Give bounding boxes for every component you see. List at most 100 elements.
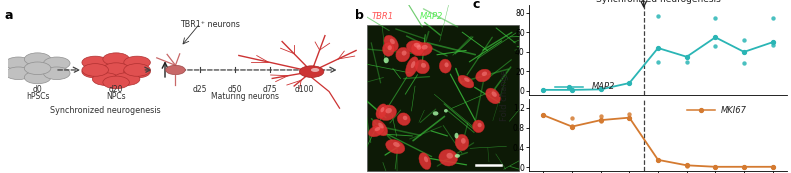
Circle shape <box>124 64 150 76</box>
Circle shape <box>82 56 108 69</box>
Text: NPCs: NPCs <box>106 92 126 101</box>
Ellipse shape <box>384 35 399 51</box>
Text: c: c <box>472 0 479 11</box>
Point <box>680 60 693 63</box>
Ellipse shape <box>486 88 501 104</box>
Ellipse shape <box>472 120 484 133</box>
Text: d50: d50 <box>228 85 242 94</box>
Text: d20: d20 <box>109 85 123 94</box>
Circle shape <box>25 62 51 75</box>
Circle shape <box>103 53 130 65</box>
Ellipse shape <box>411 42 424 56</box>
Circle shape <box>103 76 130 89</box>
Point <box>766 44 779 47</box>
Text: MKI67: MKI67 <box>721 106 747 115</box>
Point <box>766 165 779 168</box>
Ellipse shape <box>419 153 431 170</box>
Circle shape <box>82 65 108 78</box>
Circle shape <box>25 71 51 84</box>
Circle shape <box>124 56 150 69</box>
Ellipse shape <box>422 45 428 49</box>
Circle shape <box>93 73 119 85</box>
Ellipse shape <box>424 156 428 162</box>
Ellipse shape <box>455 154 460 158</box>
Ellipse shape <box>439 59 451 73</box>
Text: d100: d100 <box>295 85 314 94</box>
Point <box>709 45 721 47</box>
Circle shape <box>44 57 70 70</box>
Ellipse shape <box>386 140 405 154</box>
Ellipse shape <box>393 142 399 147</box>
Point <box>680 164 693 167</box>
Point <box>594 119 607 122</box>
Ellipse shape <box>402 51 407 56</box>
Ellipse shape <box>385 108 392 113</box>
Point <box>652 15 664 17</box>
Ellipse shape <box>414 43 421 48</box>
Circle shape <box>103 63 130 75</box>
Text: d0: d0 <box>32 85 43 94</box>
Circle shape <box>44 67 70 80</box>
Text: TBR1⁺ neurons: TBR1⁺ neurons <box>180 20 240 29</box>
Ellipse shape <box>403 116 407 120</box>
Text: d25: d25 <box>193 85 207 94</box>
Point <box>537 114 550 117</box>
Ellipse shape <box>446 153 453 159</box>
Point <box>623 112 636 115</box>
Ellipse shape <box>380 107 384 112</box>
Point <box>566 125 578 128</box>
Text: Fold change: Fold change <box>500 70 509 121</box>
Ellipse shape <box>417 45 421 50</box>
Ellipse shape <box>478 123 482 127</box>
Circle shape <box>82 64 108 76</box>
Circle shape <box>311 68 320 72</box>
Circle shape <box>113 73 140 85</box>
Ellipse shape <box>369 125 384 137</box>
Ellipse shape <box>388 45 392 50</box>
Point <box>652 60 664 63</box>
Title: Synchronized neurogenesis: Synchronized neurogenesis <box>596 0 721 4</box>
Point <box>709 16 721 19</box>
Text: b: b <box>355 8 364 21</box>
Ellipse shape <box>464 78 470 82</box>
Ellipse shape <box>397 113 411 125</box>
Ellipse shape <box>482 72 487 76</box>
Ellipse shape <box>378 123 384 129</box>
Ellipse shape <box>433 111 438 116</box>
Ellipse shape <box>475 69 491 82</box>
Circle shape <box>25 53 51 65</box>
Point <box>594 115 607 117</box>
Ellipse shape <box>414 43 433 56</box>
Ellipse shape <box>455 134 469 151</box>
Ellipse shape <box>396 47 410 62</box>
Circle shape <box>165 65 185 75</box>
Text: Synchronized neurogenesis: Synchronized neurogenesis <box>51 106 161 115</box>
Ellipse shape <box>378 105 396 121</box>
Ellipse shape <box>455 133 459 139</box>
Text: d75: d75 <box>263 85 277 94</box>
Ellipse shape <box>390 39 395 44</box>
Point <box>566 117 578 120</box>
Ellipse shape <box>445 62 448 67</box>
Ellipse shape <box>439 149 458 166</box>
Ellipse shape <box>384 57 388 63</box>
Point <box>738 165 751 168</box>
Point <box>738 61 751 64</box>
Circle shape <box>124 65 150 78</box>
Ellipse shape <box>461 138 466 144</box>
Point <box>709 165 721 168</box>
Ellipse shape <box>414 60 430 74</box>
Ellipse shape <box>375 127 380 131</box>
Point <box>623 116 636 119</box>
Ellipse shape <box>376 104 387 119</box>
Bar <box>367 25 519 171</box>
Point <box>738 39 751 42</box>
Ellipse shape <box>444 109 448 113</box>
Text: MAP2: MAP2 <box>592 83 615 92</box>
Ellipse shape <box>421 63 426 68</box>
Text: Maturing neurons: Maturing neurons <box>211 92 279 101</box>
Text: a: a <box>5 8 13 21</box>
Circle shape <box>5 67 32 80</box>
Ellipse shape <box>383 42 395 56</box>
Ellipse shape <box>407 41 426 54</box>
